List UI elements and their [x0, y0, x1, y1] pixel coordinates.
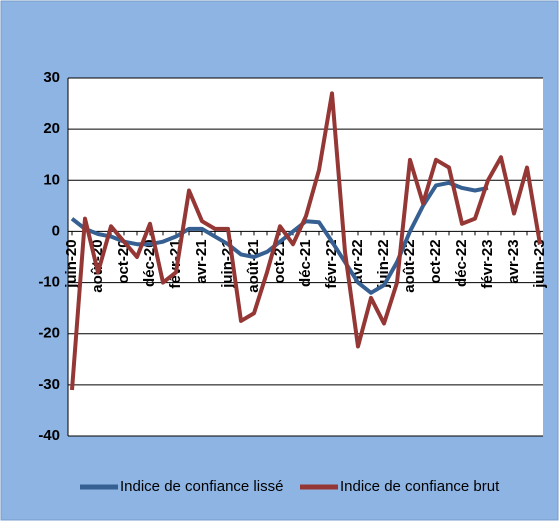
- series-line: [70, 91, 542, 391]
- legend-label: Indice de confiance brut: [340, 478, 500, 495]
- legend-label: Indice de confiance lissé: [120, 478, 283, 495]
- y-tick-label: 20: [43, 120, 60, 137]
- x-tick-label: juin-20: [63, 239, 80, 288]
- x-tick-label: juin-22: [375, 239, 392, 288]
- x-tick-label: avr-22: [349, 239, 366, 283]
- x-tick-label: déc-20: [141, 239, 158, 287]
- x-tick-label: août-22: [401, 239, 418, 292]
- x-tick-label: févr-23: [479, 239, 496, 288]
- x-tick-label: avr-23: [505, 239, 522, 283]
- x-tick-label: avr-21: [193, 239, 210, 283]
- x-tick-label: août-21: [245, 239, 262, 292]
- y-tick-label: -10: [38, 274, 60, 291]
- x-tick-label: déc-22: [453, 239, 470, 287]
- y-tick-label: 0: [52, 222, 60, 239]
- y-tick-label: -20: [38, 325, 60, 342]
- x-tick-label: févr-22: [323, 239, 340, 288]
- y-tick-label: -30: [38, 376, 60, 393]
- x-tick-label: juin-23: [531, 239, 548, 288]
- y-tick-label: -40: [38, 427, 60, 444]
- plot-area: [68, 78, 543, 436]
- x-tick-label: oct-20: [115, 239, 132, 283]
- y-tick-label: 30: [43, 69, 60, 86]
- x-tick-label: oct-22: [427, 239, 444, 283]
- x-tick-label: déc-21: [297, 239, 314, 287]
- y-tick-label: 10: [43, 171, 60, 188]
